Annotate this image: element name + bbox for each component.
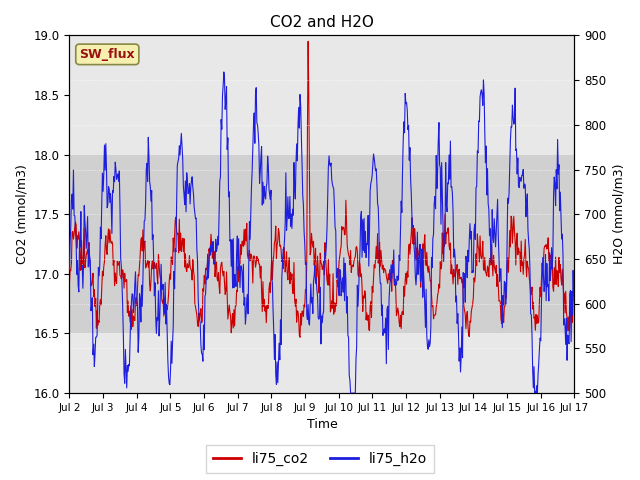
Y-axis label: H2O (mmol/m3): H2O (mmol/m3) bbox=[612, 164, 625, 264]
Text: SW_flux: SW_flux bbox=[79, 48, 135, 61]
Y-axis label: CO2 (mmol/m3): CO2 (mmol/m3) bbox=[15, 164, 28, 264]
Legend: li75_co2, li75_h2o: li75_co2, li75_h2o bbox=[206, 445, 434, 473]
X-axis label: Time: Time bbox=[307, 419, 337, 432]
Title: CO2 and H2O: CO2 and H2O bbox=[270, 15, 374, 30]
Bar bbox=[69, 155, 575, 334]
